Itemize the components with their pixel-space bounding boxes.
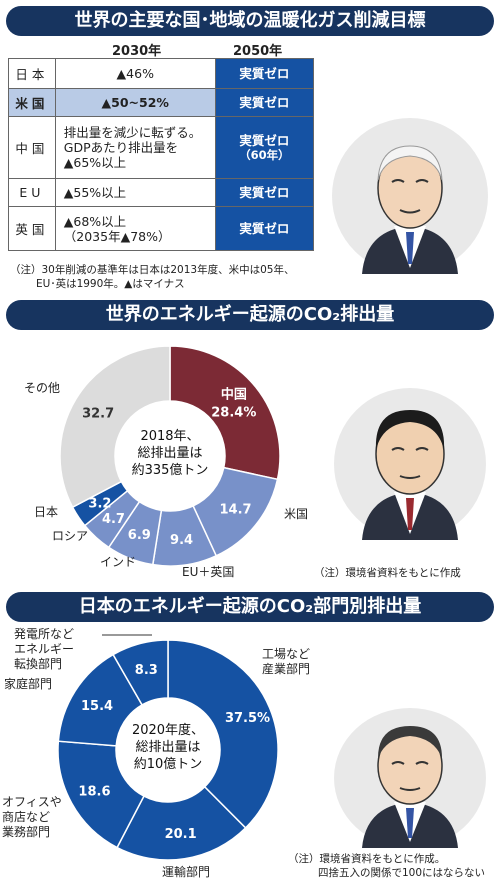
country-cell: 日本 [8,58,56,89]
world-co2-donut: 中国 28.4% 14.7 9.4 6.94.73.2 32.7 米国 EU＋英国 インドロシア… [24,345,308,579]
category-label: オフィスや [2,795,62,809]
center-label: 約335億トン [132,462,209,478]
target-2030-cell: ▲68%以上 （2035年▲78%） [54,206,216,251]
category-label: 中国 [221,387,247,403]
center-label: 総排出量は [137,446,202,461]
value-label: 37.5% [225,711,270,726]
category-label: 転換部門 [14,656,62,671]
slice-0 [169,345,281,481]
portrait-3 [334,708,486,848]
slice-1 [116,785,247,861]
category-label: 業務部門 [2,824,50,839]
category-label: インド [100,555,136,569]
target-2030-cell: 排出量を減少に転ずる。 GDPあたり排出量を ▲65%以上 [54,116,216,179]
col-2050-header: 2050年 [233,44,283,59]
center-label: 約10億トン [134,756,203,772]
target-2050-cell: 実質ゼロ [214,88,315,117]
section3-title: 日本のエネルギー起源のCO₂部門別排出量 [6,592,494,622]
slice-6 [59,345,171,509]
category-label: 日本 [34,505,58,519]
category-label: 工場など [262,647,310,661]
value-label: 14.7 [220,503,252,518]
value-label: 8.3 [135,663,158,678]
target-2050-cell: 実質ゼロ [214,178,315,207]
section1-note-line2: EU･英は1990年。▲はマイナス [36,278,185,290]
country-cell: EU [8,178,56,207]
section1-note-line1: （注）30年削減の基準年は日本は2013年度、米中は05年、 [10,264,295,276]
category-label: 発電所など [14,627,74,641]
target-2030-cell: ▲46% [54,58,216,89]
country-cell: 中国 [8,116,56,179]
value-label: 15.4 [81,699,113,714]
category-label: 運輸部門 [162,864,210,879]
section2-title: 世界のエネルギー起源のCO₂排出量 [6,300,494,330]
category-label: その他 [24,381,60,395]
table-row: 米国 ▲50~52% 実質ゼロ [8,88,315,117]
value-label: 6.9 [128,528,151,543]
table-row: 中国 排出量を減少に転ずる。 GDPあたり排出量を ▲65%以上 実質ゼロ （60年） [8,116,315,179]
target-2030-cell: ▲55%以上 [54,178,216,207]
table-row: EU ▲55%以上 実質ゼロ [8,178,315,207]
country-cell: 米国 [8,88,56,117]
slice-4 [112,639,169,706]
value-label: 32.7 [82,407,114,422]
center-label: 総排出量は [135,740,200,755]
target-2050-cell: 実質ゼロ [214,58,315,89]
value-label: 9.4 [170,533,193,548]
portrait-2 [334,388,486,540]
table-row: 日本 ▲46% 実質ゼロ [8,58,315,89]
section3-note-line2: 四捨五入の関係で100にはならない [318,867,486,879]
category-label: 家庭部門 [4,676,52,691]
portrait-1 [332,118,488,274]
category-label: ロシア [52,529,88,543]
category-label: 産業部門 [262,661,310,676]
center-label: 2018年、 [140,429,199,444]
value-label: 28.4% [211,406,256,421]
section2-note: （注）環境省資料をもとに作成 [314,567,461,579]
target-2050-cell: 実質ゼロ [214,206,315,251]
category-label: 商店など [2,809,50,824]
targets-table: 日本 ▲46% 実質ゼロ 米国 ▲50~52% 実質ゼロ 中国 排出量を減少に転ずる。 GDPあ… [8,58,315,251]
value-label: 3.2 [88,496,111,511]
col-2030-header: 2030年 [112,44,162,59]
slice-0 [167,639,279,830]
center-label: 2020年度、 [132,722,204,738]
value-label: 18.6 [78,785,110,800]
value-label: 20.1 [165,827,197,842]
section1-title: 世界の主要な国･地域の温暖化ガス削減目標 [6,6,494,36]
country-cell: 英国 [8,206,56,251]
target-2050-cell: 実質ゼロ （60年） [214,116,315,179]
category-label: 米国 [284,507,308,521]
value-label: 4.7 [102,512,125,527]
table-row: 英国 ▲68%以上 （2035年▲78%） 実質ゼロ [8,206,315,251]
target-2030-cell: ▲50~52% [54,88,216,117]
section3-note-line1: （注）環境省資料をもとに作成。 [288,853,446,865]
category-label: エネルギー [14,642,74,656]
category-label: EU＋英国 [182,565,234,579]
